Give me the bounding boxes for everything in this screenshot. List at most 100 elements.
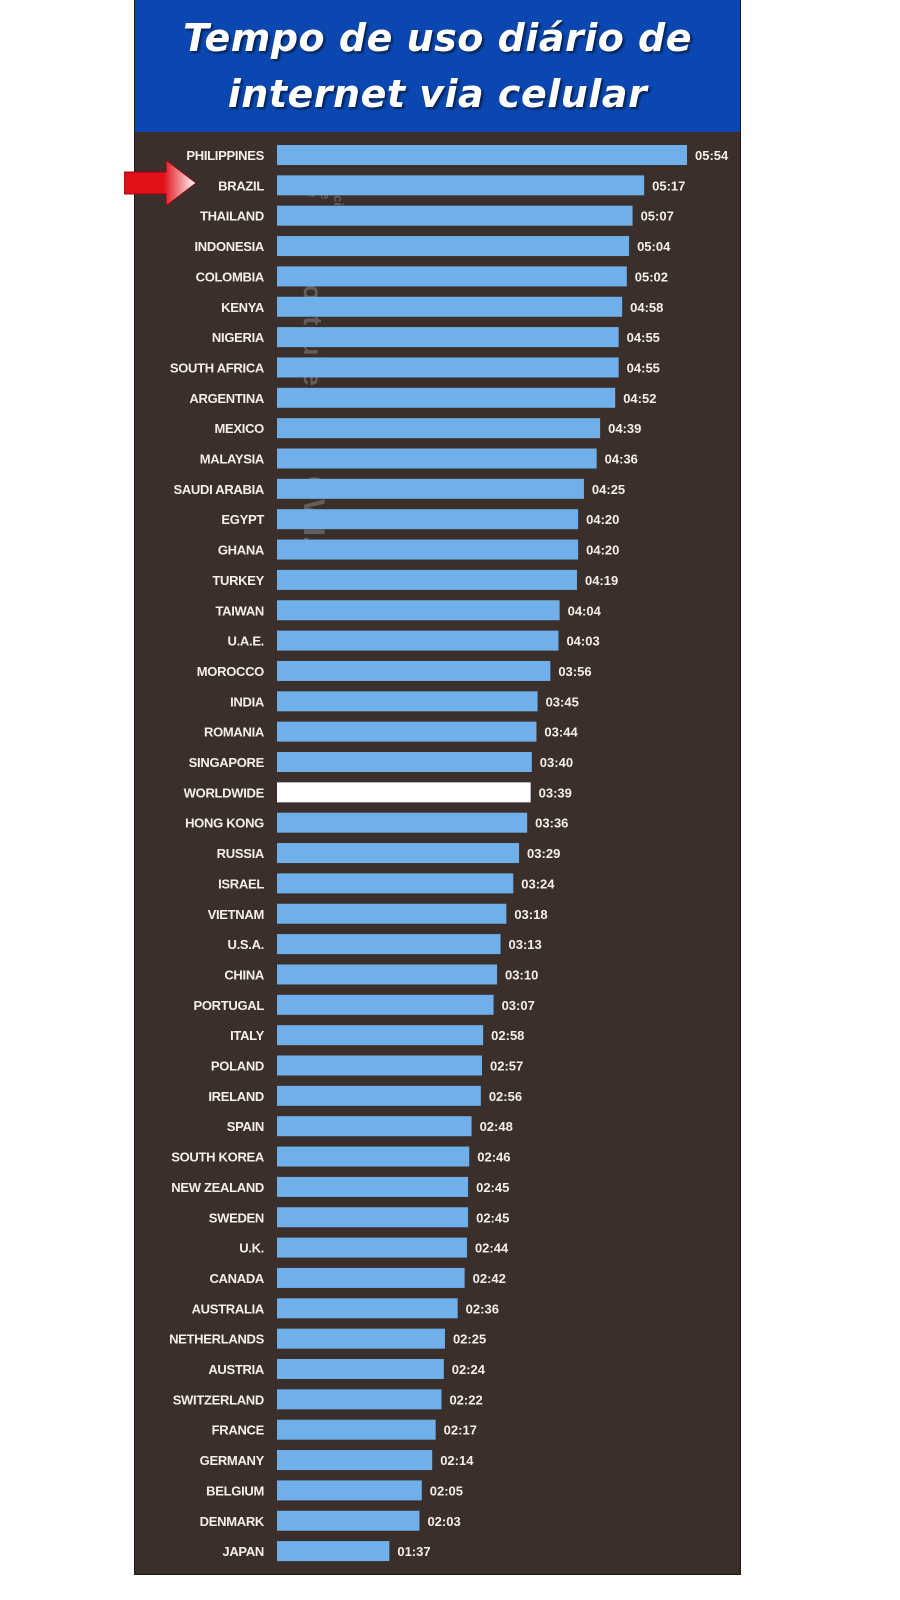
bar — [277, 600, 560, 621]
country-label: NEW ZEALAND — [171, 1180, 264, 1195]
value-label: 02:03 — [427, 1514, 460, 1529]
country-label: MOROCCO — [197, 664, 264, 679]
value-label: 04:39 — [608, 421, 641, 436]
bar — [277, 1328, 445, 1349]
bar — [277, 1207, 469, 1228]
value-label: 02:22 — [449, 1392, 482, 1407]
bar — [277, 1450, 433, 1471]
bar — [277, 1419, 436, 1440]
country-label: U.A.E. — [228, 634, 264, 649]
bar — [277, 994, 494, 1015]
country-label: SWITZERLAND — [173, 1392, 264, 1407]
country-label: GERMANY — [200, 1453, 265, 1468]
value-label: 05:07 — [641, 209, 674, 224]
country-label: INDIA — [230, 694, 265, 709]
value-label: 03:13 — [509, 937, 542, 952]
bar — [277, 1541, 390, 1562]
value-label: 02:17 — [444, 1423, 477, 1438]
value-label: 02:25 — [453, 1332, 486, 1347]
value-label: 03:36 — [535, 816, 568, 831]
chart-header: Tempo de uso diário de internet via celu… — [135, 0, 740, 132]
country-label: SINGAPORE — [189, 755, 265, 770]
bar — [277, 296, 623, 317]
value-label: 05:02 — [635, 269, 668, 284]
value-label: 04:03 — [566, 634, 599, 649]
bar — [277, 1176, 469, 1197]
country-label: IRELAND — [208, 1089, 264, 1104]
bar — [277, 266, 627, 287]
country-label: TAIWAN — [215, 603, 264, 618]
country-label: AUSTRALIA — [192, 1301, 265, 1316]
country-label: THAILAND — [200, 209, 264, 224]
country-label: CANADA — [209, 1271, 264, 1286]
value-label: 02:57 — [490, 1059, 523, 1074]
country-label: FRANCE — [212, 1423, 265, 1438]
value-label: 01:37 — [397, 1544, 430, 1559]
country-label: BRAZIL — [218, 178, 264, 193]
value-label: 04:58 — [630, 300, 663, 315]
country-label: TURKEY — [212, 573, 264, 588]
value-label: 04:55 — [627, 360, 660, 375]
bar — [277, 1146, 470, 1167]
country-label: U.S.A. — [228, 937, 264, 952]
country-label: HONG KONG — [185, 816, 264, 831]
country-label: NETHERLANDS — [169, 1332, 265, 1347]
bar — [277, 1237, 467, 1258]
value-label: 05:54 — [695, 148, 729, 163]
value-label: 04:25 — [592, 482, 625, 497]
value-label: 03:39 — [539, 785, 572, 800]
value-label: 03:29 — [527, 846, 560, 861]
country-label: SWEDEN — [209, 1210, 264, 1225]
bar — [277, 843, 520, 864]
value-label: 03:40 — [540, 755, 573, 770]
country-label: COLOMBIA — [196, 269, 265, 284]
bar — [277, 1025, 484, 1046]
bar — [277, 418, 601, 439]
value-label: 03:45 — [546, 694, 579, 709]
bar — [277, 236, 630, 257]
country-label: U.K. — [239, 1241, 264, 1256]
bar — [277, 812, 528, 833]
bar — [277, 903, 507, 924]
bar — [277, 630, 559, 651]
value-label: 04:36 — [605, 452, 638, 467]
value-label: 02:36 — [466, 1301, 499, 1316]
bar — [277, 387, 616, 408]
value-label: 02:45 — [476, 1180, 509, 1195]
value-label: 02:42 — [473, 1271, 506, 1286]
bar — [277, 448, 597, 469]
value-label: 02:46 — [477, 1150, 510, 1165]
bar — [277, 569, 577, 590]
country-label: AUSTRIA — [208, 1362, 265, 1377]
value-label: 04:52 — [623, 391, 656, 406]
value-label: 02:05 — [430, 1483, 463, 1498]
bar — [277, 1480, 422, 1501]
country-label: VIETNAM — [208, 907, 264, 922]
bar — [277, 934, 501, 955]
value-label: 02:24 — [452, 1362, 486, 1377]
value-label: 05:04 — [637, 239, 671, 254]
country-label: CHINA — [224, 967, 265, 982]
country-label: INDONESIA — [194, 239, 264, 254]
country-label: SAUDI ARABIA — [173, 482, 264, 497]
country-label: KENYA — [221, 300, 265, 315]
country-label: ISRAEL — [218, 876, 264, 891]
value-label: 03:10 — [505, 967, 538, 982]
value-label: 04:55 — [627, 330, 660, 345]
value-label: 04:19 — [585, 573, 618, 588]
country-label: ITALY — [230, 1028, 265, 1043]
bar — [277, 873, 514, 894]
country-label: DENMARK — [200, 1514, 265, 1529]
bar — [277, 1267, 465, 1288]
value-label: 03:18 — [514, 907, 547, 922]
bar — [277, 691, 538, 712]
country-label: WORLDWIDE — [184, 785, 265, 800]
country-label: BELGIUM — [206, 1483, 264, 1498]
country-label: MALAYSIA — [200, 452, 265, 467]
bar — [277, 478, 584, 499]
bar — [277, 1389, 442, 1410]
country-label: GHANA — [218, 543, 265, 558]
highlight-arrow-icon — [124, 160, 197, 206]
bar — [277, 357, 619, 378]
